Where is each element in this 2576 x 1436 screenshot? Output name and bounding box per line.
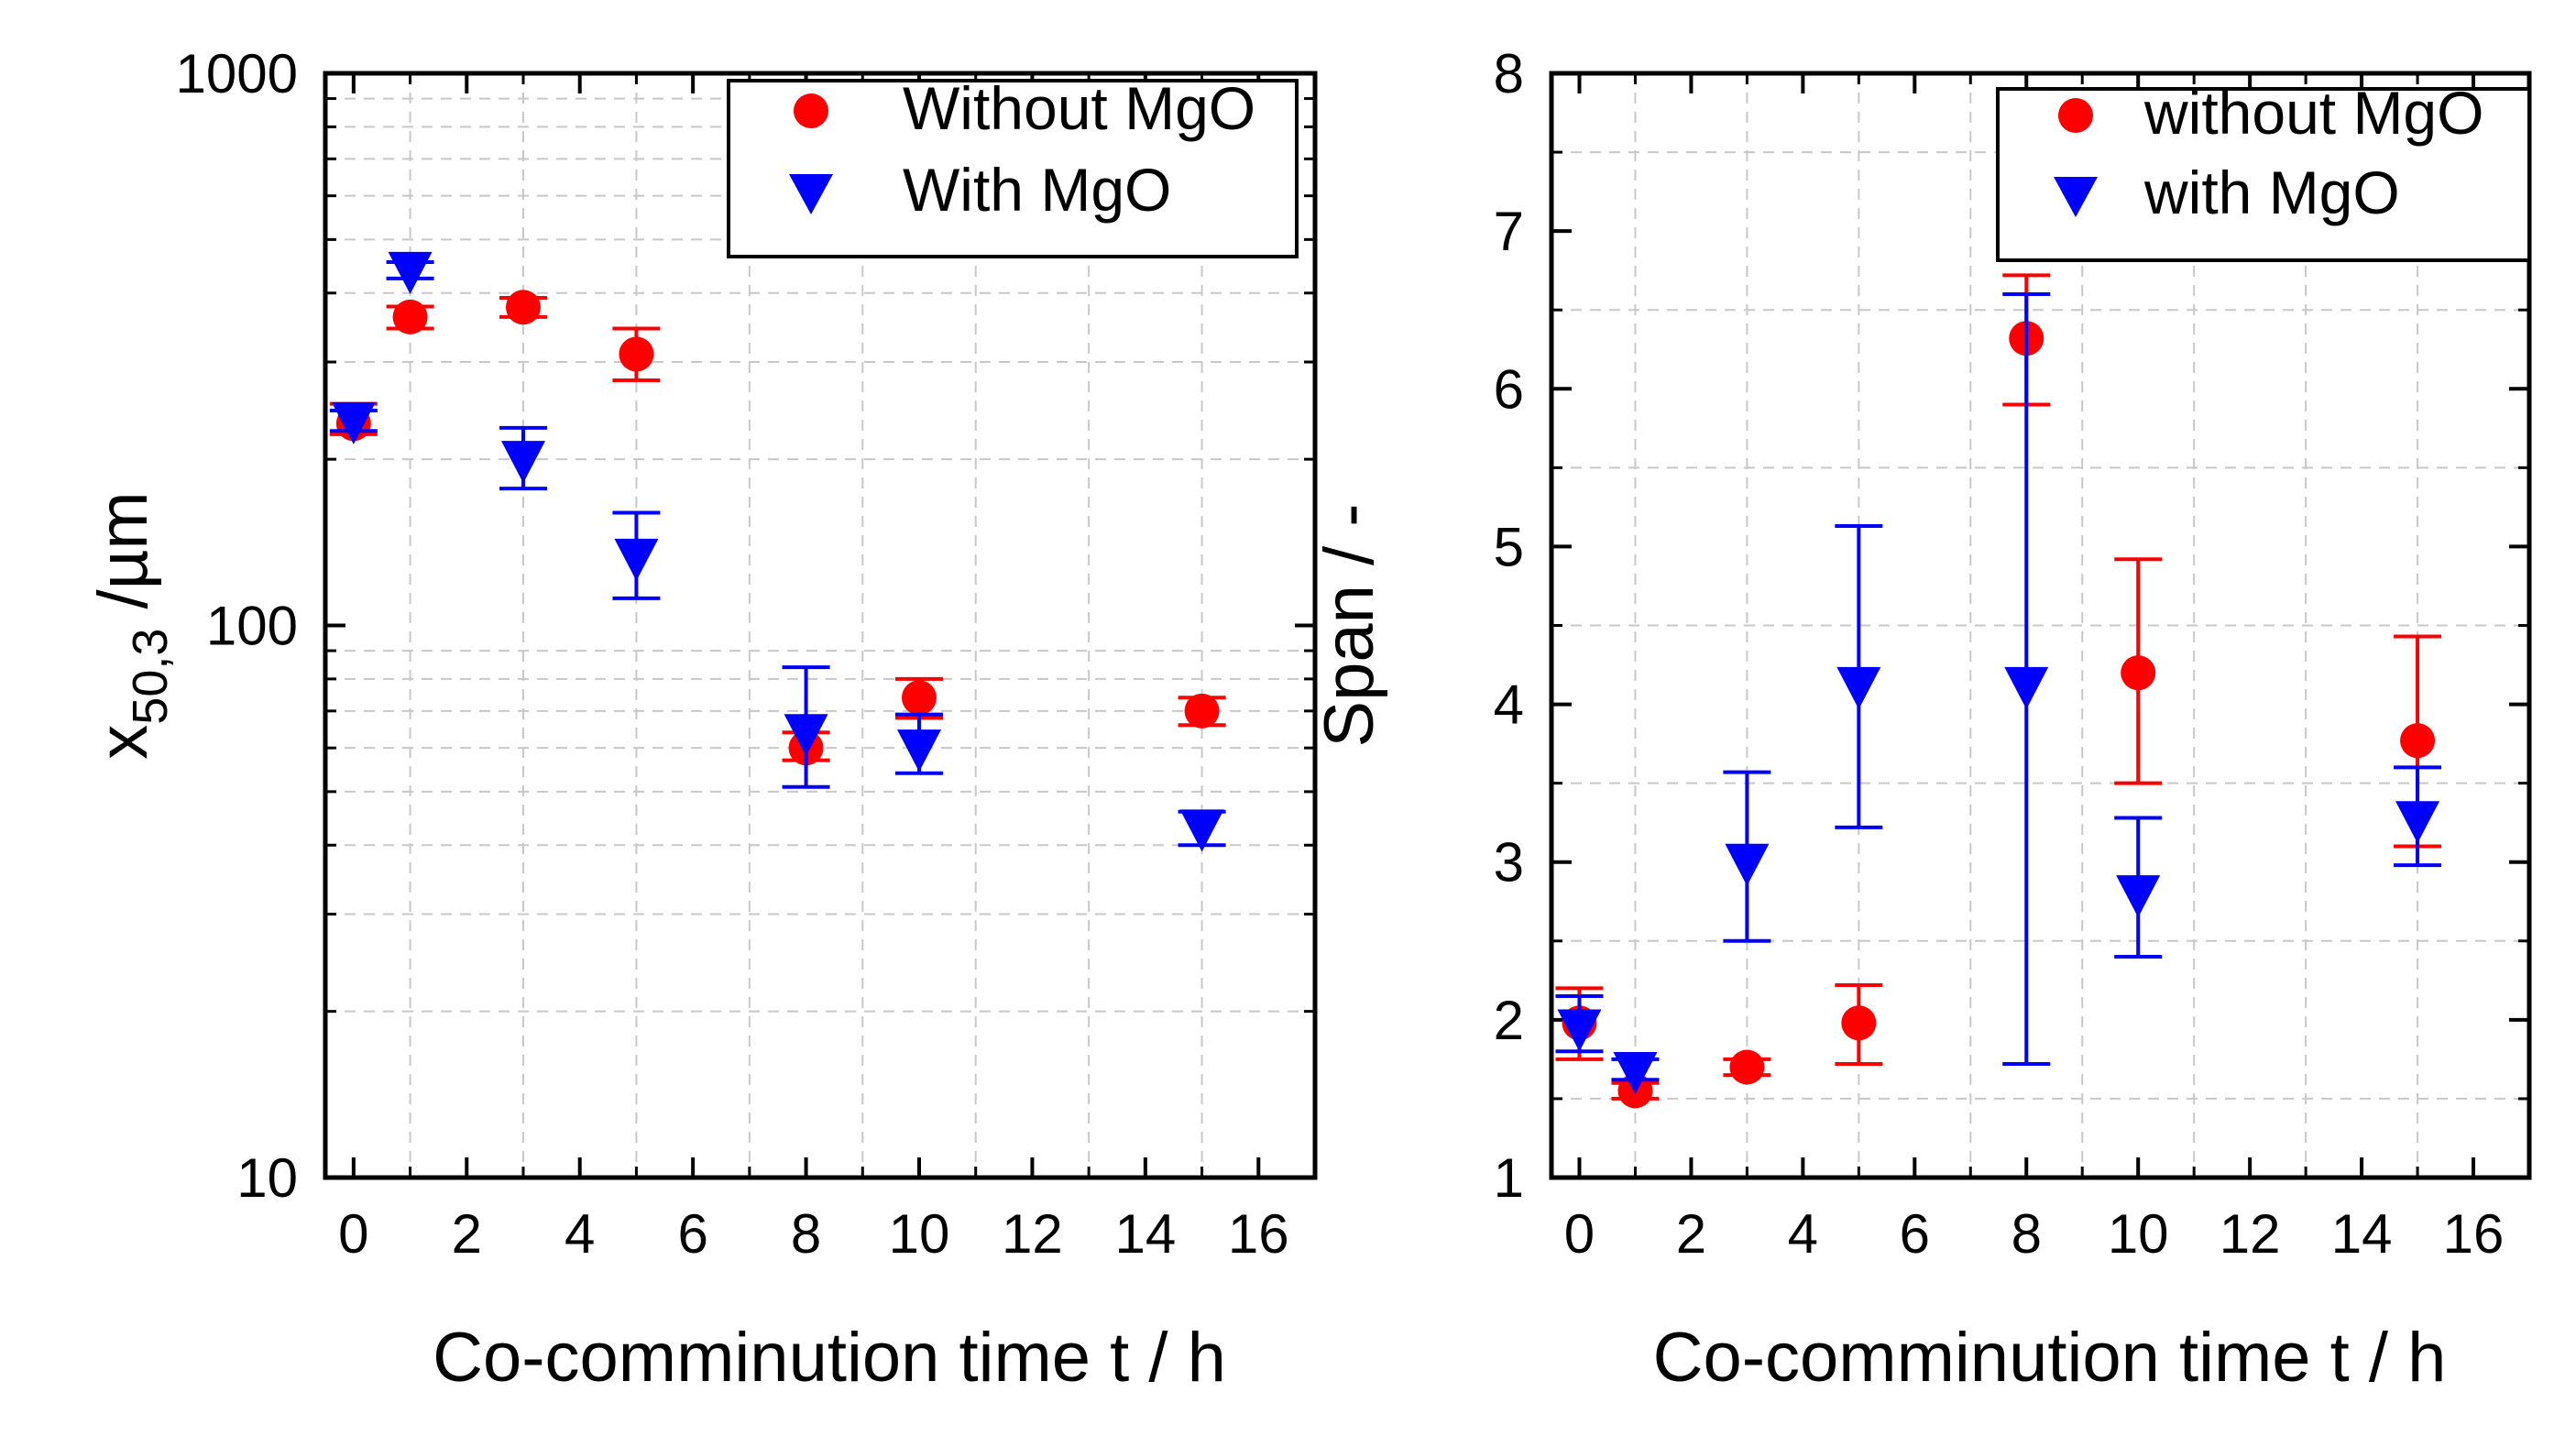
y-tick-label: 7: [1494, 201, 1524, 262]
data-point: [784, 714, 828, 757]
y-tick-label: 8: [1494, 43, 1524, 104]
data-point: [501, 441, 545, 484]
x-tick-label: 16: [1228, 1203, 1289, 1265]
series-with: [329, 251, 1226, 852]
x-tick-label: 8: [2011, 1203, 2042, 1265]
data-point: [331, 401, 376, 444]
data-point: [1725, 843, 1770, 886]
data-point: [1557, 1009, 1602, 1052]
x-tick-label: 4: [1788, 1203, 1818, 1265]
x-tick-label: 14: [2331, 1203, 2393, 1265]
x-tick-label: 6: [1900, 1203, 1930, 1265]
data-point: [619, 336, 654, 372]
data-point: [2004, 666, 2049, 709]
y-axis-title: x50,3 /µm: [84, 491, 178, 759]
data-point: [902, 680, 937, 716]
x-tick-label: 0: [1564, 1203, 1595, 1265]
data-point: [897, 729, 941, 773]
x-tick-label: 0: [338, 1203, 368, 1265]
legend: without MgO with MgO: [1996, 79, 2531, 262]
x-tick-label: 12: [2220, 1203, 2281, 1265]
y-tick-label: 1000: [176, 43, 298, 104]
data-point: [1184, 693, 1220, 729]
y-tick-label: 6: [1494, 358, 1524, 420]
x-tick-label: 12: [1002, 1203, 1063, 1265]
legend: Without MgO With MgO: [727, 74, 1299, 258]
series-with: [1555, 292, 2442, 1094]
y-tick-label: 4: [1494, 674, 1524, 736]
legend-label: without MgO: [2143, 79, 2483, 147]
y-tick-label: 1: [1494, 1147, 1524, 1209]
x-axis-title: Co-comminution time t / h: [1653, 1319, 2447, 1397]
data-point: [2400, 723, 2436, 759]
x-tick-label: 6: [677, 1203, 707, 1265]
x-axis: 0 2 4 6 8 10 12 14 16: [338, 73, 1289, 1265]
data-point: [1841, 1005, 1877, 1041]
data-point: [2116, 875, 2161, 918]
x-axis-title: Co-comminution time t / h: [433, 1319, 1226, 1397]
data-point: [388, 251, 433, 294]
x-tick-label: 14: [1114, 1203, 1176, 1265]
legend-label: with MgO: [2143, 159, 2400, 226]
legend-marker-circle: [2058, 98, 2093, 133]
y-tick-label: 100: [206, 596, 298, 657]
x-tick-label: 4: [565, 1203, 595, 1265]
x-tick-label: 8: [791, 1203, 821, 1265]
legend-label: With MgO: [903, 156, 1171, 224]
data-point: [1729, 1049, 1765, 1085]
y-tick-label: 2: [1494, 990, 1524, 1051]
y-axis: 1 2 3 4 5 6 7 8: [1494, 43, 2529, 1209]
y-tick-label: 5: [1494, 516, 1524, 577]
legend-marker-triangle: [2054, 177, 2098, 217]
y-tick-label: 3: [1494, 832, 1524, 893]
legend-label: Without MgO: [903, 74, 1255, 142]
y-tick-label: 10: [236, 1147, 298, 1209]
x-axis: 0 2 4 6 8 10 12 14 16: [1564, 73, 2505, 1265]
data-point: [1836, 666, 1881, 709]
legend-marker-circle: [794, 93, 828, 128]
x-tick-label: 2: [1676, 1203, 1706, 1265]
left-chart-x50-3: 0 2 4 6 8 10 12 14 16 10 100 1000 Co-comminution tim…: [84, 43, 1318, 1397]
x-tick-label: 10: [889, 1203, 950, 1265]
x-tick-label: 2: [452, 1203, 482, 1265]
data-point: [614, 538, 659, 581]
data-point: [1179, 809, 1224, 852]
data-point: [392, 299, 428, 334]
data-point: [506, 290, 541, 325]
data-point: [2395, 801, 2440, 844]
series-without: [1555, 273, 2442, 1109]
legend-marker-triangle: [789, 174, 833, 214]
data-point: [1613, 1051, 1658, 1094]
y-axis-title: Span / -: [1310, 503, 1388, 747]
data-point: [2121, 655, 2156, 691]
x-tick-label: 16: [2443, 1203, 2505, 1265]
x-tick-label: 10: [2108, 1203, 2169, 1265]
y-axis: 10 100 1000: [176, 43, 1315, 1209]
